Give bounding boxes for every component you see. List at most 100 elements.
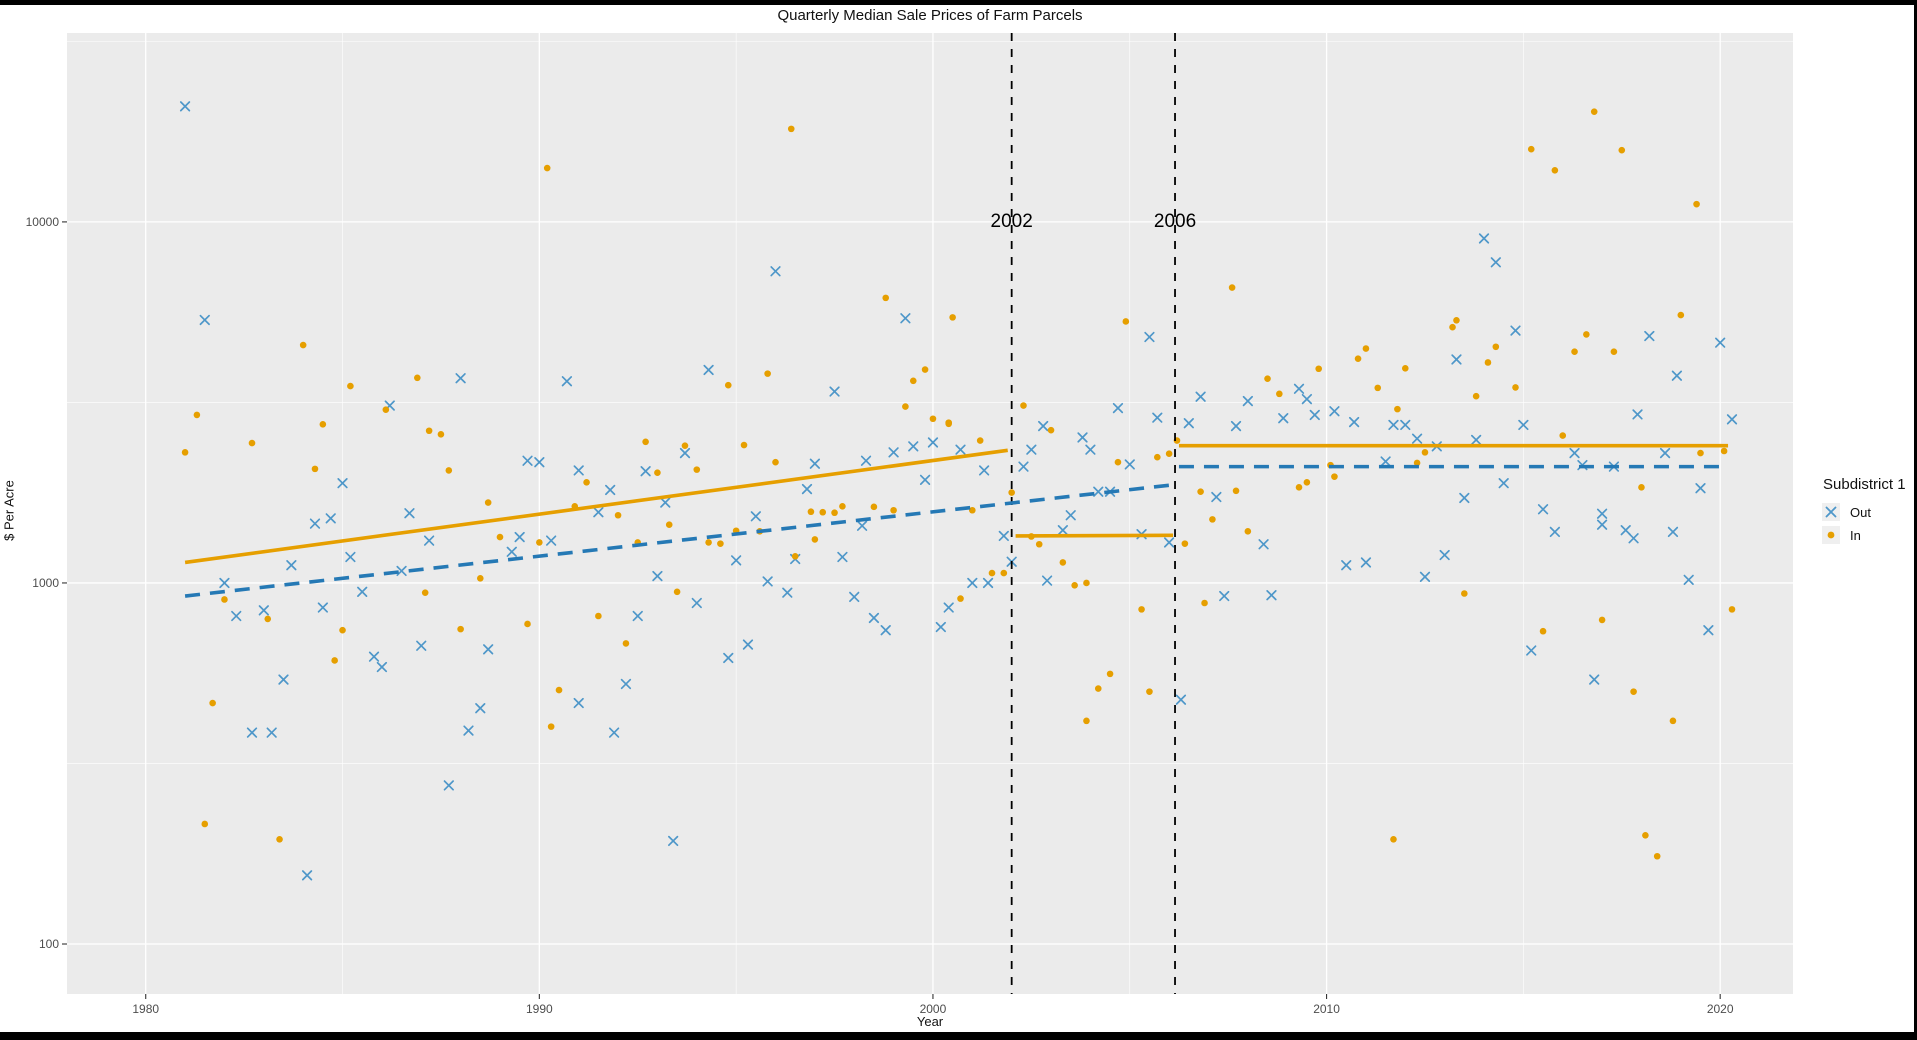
data-point-out — [1077, 432, 1088, 443]
data-point-out — [750, 511, 761, 522]
data-point-in — [496, 533, 504, 541]
chart-title: Quarterly Median Sale Prices of Farm Par… — [777, 7, 1083, 24]
data-point-out — [309, 518, 321, 529]
data-point-out — [652, 570, 663, 582]
data-point-out — [1309, 409, 1320, 421]
data-point-out — [919, 474, 931, 486]
data-point-in — [673, 588, 681, 596]
data-point-in — [1413, 459, 1421, 467]
x-axis-title: Year — [916, 1014, 944, 1029]
data-point-in — [622, 640, 630, 647]
data-point-out — [443, 780, 454, 791]
data-point-out — [1175, 694, 1187, 705]
data-point-in — [1000, 569, 1008, 577]
data-point-in — [1653, 852, 1661, 860]
data-point-in — [414, 374, 421, 382]
data-point-out — [1041, 575, 1053, 586]
data-point-out — [967, 577, 978, 589]
data-point-in — [1354, 355, 1362, 362]
data-point-in — [484, 499, 492, 506]
data-point-in — [1315, 365, 1322, 373]
data-point-in — [1201, 599, 1208, 607]
out-marker-icon — [1822, 503, 1840, 521]
data-point-in — [1331, 473, 1338, 480]
data-point-in — [1059, 559, 1067, 566]
data-point-out — [605, 484, 616, 496]
data-point-in — [1677, 311, 1685, 319]
data-point-out — [1065, 510, 1076, 521]
data-point-in — [1362, 345, 1370, 352]
data-point-in — [1449, 323, 1456, 331]
x-tick-label-1990: 1990 — [525, 1002, 553, 1016]
data-point-out — [620, 678, 632, 690]
data-point-out — [1644, 330, 1655, 342]
data-point-in — [717, 540, 724, 547]
vline-label-2002: 2002 — [990, 211, 1033, 232]
data-point-out — [730, 555, 742, 566]
data-point-out — [1478, 233, 1490, 244]
data-point-out — [1112, 402, 1124, 414]
data-point-out — [900, 313, 911, 324]
data-point-in — [425, 427, 433, 435]
data-point-in — [347, 382, 354, 390]
data-point-out — [463, 725, 474, 736]
data-point-out — [1419, 571, 1431, 582]
data-point-out — [258, 605, 269, 616]
data-point-out — [1266, 590, 1277, 601]
data-point-out — [1451, 354, 1462, 365]
data-point-in — [264, 615, 272, 623]
data-point-out — [723, 652, 734, 664]
data-point-out — [1596, 519, 1608, 530]
figure: Quarterly Median Sale Prices of Farm Par… — [0, 5, 1914, 1032]
data-point-in — [1728, 606, 1736, 613]
data-point-out — [423, 535, 435, 546]
data-point-out — [1620, 525, 1631, 536]
data-point-out — [1569, 447, 1580, 459]
data-point-in — [819, 508, 827, 516]
legend-label-in: In — [1850, 527, 1861, 543]
data-point-in — [1146, 688, 1153, 695]
data-point-out — [345, 551, 356, 563]
data-point-out — [1537, 504, 1549, 515]
x-tick-label-1980: 1980 — [132, 1002, 160, 1016]
data-point-out — [762, 576, 773, 587]
data-point-in — [1697, 449, 1704, 457]
data-point-in — [1106, 670, 1114, 678]
data-point-out — [573, 697, 584, 709]
data-point-in — [945, 420, 952, 428]
data-point-in — [1693, 200, 1700, 208]
data-point-in — [276, 835, 283, 843]
data-point-in — [1244, 528, 1252, 535]
data-point-in — [339, 626, 346, 634]
data-point-out — [1400, 419, 1411, 431]
data-point-in — [1394, 405, 1401, 413]
data-point-in — [642, 438, 649, 446]
data-point-in — [382, 406, 390, 413]
data-point-out — [325, 513, 336, 524]
data-point-in — [693, 466, 701, 473]
data-point-out — [888, 447, 899, 458]
data-point-out — [1490, 257, 1501, 268]
data-point-out — [1211, 491, 1222, 503]
data-point-in — [1122, 318, 1130, 325]
data-point-in — [221, 596, 228, 603]
data-point-out — [640, 466, 651, 477]
data-point-out — [1152, 412, 1163, 423]
data-point-in — [201, 820, 209, 828]
data-point-out — [782, 587, 793, 598]
data-point-out — [927, 437, 939, 448]
data-point-in — [1264, 375, 1271, 382]
data-point-in — [437, 431, 445, 438]
data-point-out — [337, 477, 348, 489]
data-point-out — [955, 444, 966, 455]
data-point-in — [839, 503, 846, 510]
data-point-out — [593, 507, 604, 518]
data-point-out — [849, 591, 860, 603]
data-point-in — [921, 366, 929, 373]
data-point-out — [1360, 557, 1372, 568]
data-point-in — [331, 657, 338, 664]
data-point-out — [1695, 483, 1706, 494]
data-point-in — [890, 506, 897, 514]
data-point-out — [1380, 456, 1391, 467]
data-point-out — [608, 727, 620, 738]
